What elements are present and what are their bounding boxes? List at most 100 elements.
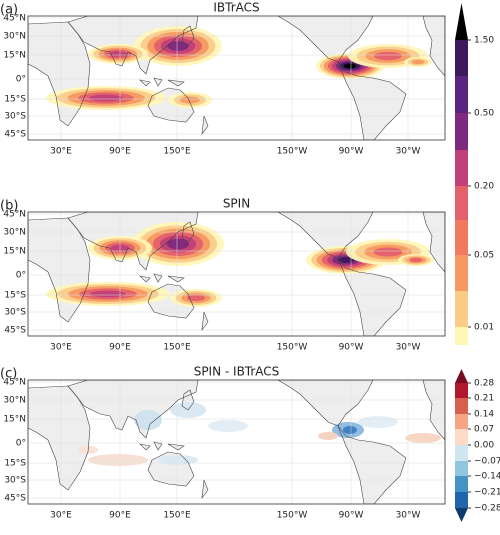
coastline xyxy=(337,61,407,140)
colorbar-label: −0.28 xyxy=(474,504,500,514)
lat-tick-label: 15°N xyxy=(3,247,26,257)
lon-tick-label: 150°W xyxy=(277,147,308,157)
lon-tick-label: 90°W xyxy=(339,511,364,521)
lon-tick-label: 150°W xyxy=(277,511,308,521)
lon-tick-label: 150°E xyxy=(163,147,191,157)
colorbar-label: 0.50 xyxy=(474,109,494,119)
lat-tick-label: 0° xyxy=(16,439,26,449)
difference-contour xyxy=(88,454,148,466)
lat-tick-label: 15°N xyxy=(3,51,26,61)
colorbar-band xyxy=(455,291,468,327)
lat-tick-label: 45°N xyxy=(3,210,26,220)
colorbar-band xyxy=(455,429,468,445)
colorbar-band xyxy=(455,255,468,291)
land xyxy=(423,380,445,440)
lon-tick-label: 90°W xyxy=(339,343,364,353)
panel-title: IBTrACS xyxy=(213,1,259,15)
colorbar-band xyxy=(455,492,468,508)
lat-tick-label: 45°S xyxy=(4,494,26,504)
lon-tick-label: 90°E xyxy=(109,343,131,353)
colorbar-label: 0.28 xyxy=(474,379,494,389)
lon-tick-label: 90°E xyxy=(109,511,131,521)
difference-contour xyxy=(134,410,162,430)
colorbar: 1.50 0.50 0.20 0.05 0.01 xyxy=(455,3,494,345)
lon-tick-label: 150°W xyxy=(277,343,308,353)
land xyxy=(278,16,373,62)
lon-tick-label: 150°E xyxy=(163,511,191,521)
lat-tick-label: 15°S xyxy=(4,459,26,469)
lat-tick-label: 15°S xyxy=(4,291,26,301)
coastline xyxy=(67,16,199,75)
land xyxy=(423,16,445,76)
density-contour xyxy=(166,238,190,250)
coastline xyxy=(67,212,199,271)
coastline xyxy=(201,311,209,332)
density-contour xyxy=(343,63,357,69)
coastline xyxy=(201,479,209,500)
colorbar-band xyxy=(455,327,468,345)
coastline xyxy=(181,389,195,411)
lon-tick-label: 150°E xyxy=(163,343,191,353)
lat-tick-label: 45°S xyxy=(4,130,26,140)
lon-tick-label: 30°W xyxy=(396,511,421,521)
colorbar-band xyxy=(455,461,468,476)
coastline xyxy=(139,441,185,451)
map-border xyxy=(27,211,446,337)
coastline xyxy=(139,77,185,87)
lat-tick-label: 30°S xyxy=(4,112,26,122)
lon-tick-label: 90°E xyxy=(109,147,131,157)
density-contour xyxy=(180,96,200,104)
lat-tick-label: 45°S xyxy=(4,326,26,336)
colorbar-label: 0.20 xyxy=(474,182,494,192)
panel-label: (b) xyxy=(0,199,18,214)
map-border xyxy=(27,15,446,141)
lon-tick-label: 30°E xyxy=(50,511,72,521)
colorbar-band xyxy=(455,383,468,398)
colorbar-label: −0.14 xyxy=(474,472,500,482)
colorbar-label: 0.00 xyxy=(474,441,494,451)
colorbar-label: 0.14 xyxy=(474,410,494,420)
coastline xyxy=(147,451,195,487)
land xyxy=(338,258,406,336)
land xyxy=(338,62,406,140)
lat-tick-label: 0° xyxy=(16,75,26,85)
density-contour xyxy=(409,257,423,263)
land xyxy=(28,386,90,490)
coastline xyxy=(337,425,407,504)
map xyxy=(27,379,446,505)
lon-tick-label: 30°W xyxy=(396,343,421,353)
difference-contour xyxy=(208,420,248,432)
colorbar-band xyxy=(455,186,468,220)
coastline xyxy=(422,212,445,273)
density-contour xyxy=(90,290,126,298)
colorbar-label: 1.50 xyxy=(474,36,494,46)
density-contour xyxy=(373,247,403,257)
map-body xyxy=(28,212,445,336)
difference-contour xyxy=(318,432,338,440)
land xyxy=(278,212,373,258)
colorbar-label: −0.21 xyxy=(474,488,500,498)
colorbar-band xyxy=(455,445,468,461)
map-body xyxy=(28,380,445,504)
colorbar-band xyxy=(455,398,468,414)
coastline xyxy=(67,380,199,439)
panel-title: SPIN - IBTrACS xyxy=(194,365,280,379)
coastline xyxy=(422,16,445,77)
coastline xyxy=(181,25,195,47)
coastline xyxy=(337,257,407,336)
colorbar-extend xyxy=(455,369,468,383)
density-contour xyxy=(374,51,402,61)
map xyxy=(27,15,446,141)
land xyxy=(278,380,373,426)
colorbar-band xyxy=(455,150,468,186)
colorbar-label: 0.01 xyxy=(474,323,494,333)
panel-title: SPIN xyxy=(223,197,250,211)
lon-tick-label: 30°W xyxy=(396,147,421,157)
land xyxy=(68,380,198,438)
colorbar-band xyxy=(455,414,468,429)
density-contour xyxy=(186,294,206,302)
colorbar-label: −0.07 xyxy=(474,457,500,467)
lon-tick-label: 90°W xyxy=(339,147,364,157)
coastline xyxy=(181,221,195,243)
